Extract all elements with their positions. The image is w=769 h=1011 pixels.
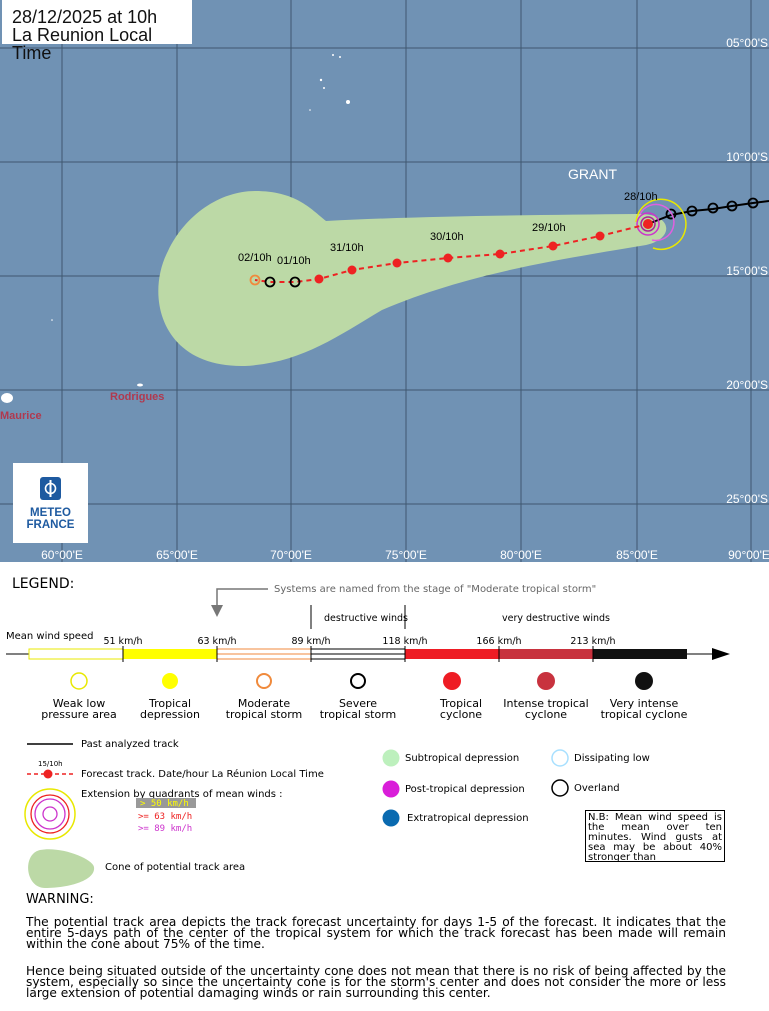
lat-label: 10°00'S: [726, 150, 768, 164]
storm-name: GRANT: [568, 166, 617, 182]
meteo-france-logo: METEO FRANCE: [13, 463, 88, 543]
warning-paragraph-1: The potential track area depicts the tra…: [26, 915, 726, 951]
extratropical-icon: [382, 809, 400, 827]
tropical-cyclone-icon: [443, 672, 461, 690]
ext-89-label: >= 89 km/h: [138, 824, 192, 834]
intense-cyclone-icon: [537, 672, 555, 690]
subtropical-label: Subtropical depression: [405, 753, 519, 764]
forecast-label: 28/10h: [624, 191, 658, 203]
moderate-storm-icon: [256, 673, 272, 689]
forecast-label: 31/10h: [330, 242, 364, 254]
logo-icon: METEO FRANCE: [27, 477, 75, 531]
wind-scale-bar: [6, 646, 730, 662]
category-label: Severe tropical storm: [319, 697, 397, 721]
place-rodrigues: Rodrigues: [110, 391, 164, 403]
extension-label: Extension by quadrants of mean winds :: [81, 789, 283, 800]
post-tropical-label: Post-tropical depression: [405, 784, 525, 795]
category-label: Very intense tropical cyclone: [600, 697, 688, 721]
lon-label: 90°00'E: [728, 548, 769, 562]
ext-63-label: >= 63 km/h: [138, 812, 192, 822]
logo-line2: FRANCE: [27, 519, 75, 531]
overland-label: Overland: [574, 783, 620, 794]
tropical-depression-icon: [162, 673, 178, 689]
uncertainty-cone: [158, 191, 667, 367]
legend-graphics: Systems are named from the stage of "Mod…: [6, 584, 730, 888]
forecast-track-label: Forecast track. Date/hour La Réunion Loc…: [81, 768, 324, 780]
category-label: Tropical depression: [139, 697, 200, 721]
destructive-label: destructive winds: [324, 613, 408, 624]
severe-storm-icon: [350, 673, 366, 689]
extratropical-label: Extratropical depression: [407, 813, 529, 824]
mean-wind-label: Mean wind speed: [6, 631, 93, 642]
lon-label: 65°00'E: [156, 548, 198, 562]
lat-label: 05°00'S: [726, 36, 768, 50]
lat-label: 20°00'S: [726, 378, 768, 392]
category-label: Moderate tropical storm: [225, 697, 303, 721]
warning-title: WARNING:: [26, 892, 94, 907]
post-tropical-icon: [382, 780, 400, 798]
extension-icon: [24, 788, 76, 840]
past-analyzed-track: [647, 197, 769, 225]
forecast-label: 01/10h: [277, 255, 311, 267]
ext-50-label: > 50 km/h: [140, 799, 189, 809]
threshold-label: 63 km/h: [197, 636, 236, 647]
lon-label: 80°00'E: [500, 548, 542, 562]
lon-label: 75°00'E: [385, 548, 427, 562]
forecast-label: 30/10h: [430, 231, 464, 243]
lat-label: 15°00'S: [726, 264, 768, 278]
cone-icon: [28, 849, 95, 888]
place-maurice: Maurice: [0, 410, 42, 422]
overland-icon: [551, 779, 569, 797]
category-label: Tropical cyclone: [439, 697, 483, 721]
title-date: 28/12/2025 at 10h: [12, 7, 158, 27]
forecast-label: 02/10h: [238, 252, 272, 264]
weak-low-icon: [70, 672, 88, 690]
naming-note: Systems are named from the stage of "Mod…: [274, 584, 596, 595]
threshold-label: 118 km/h: [382, 636, 427, 647]
sample-date: 15/10h: [38, 760, 63, 768]
cyclone-track-map: 60°00'E 65°00'E 70°00'E 75°00'E 80°00'E …: [0, 0, 769, 562]
warning-paragraph-2: Hence being situated outside of the unce…: [26, 964, 726, 1000]
logo-line1: METEO: [30, 507, 71, 519]
wind-extension-current: [635, 198, 687, 251]
legend-panel: LEGEND: Systems are named from the stage…: [0, 562, 769, 1011]
lon-label: 70°00'E: [270, 548, 312, 562]
dissipating-icon: [551, 749, 569, 767]
lon-label: 85°00'E: [616, 548, 658, 562]
lon-label: 60°00'E: [41, 548, 83, 562]
forecast-label: 29/10h: [532, 222, 566, 234]
cone-label: Cone of potential track area: [105, 862, 245, 873]
lat-label: 25°00'S: [726, 492, 768, 506]
threshold-label: 89 km/h: [291, 636, 330, 647]
category-symbols: [70, 672, 653, 690]
category-label: Intense tropical cyclone: [503, 697, 589, 721]
threshold-label: 166 km/h: [476, 636, 521, 647]
subtropical-icon: [382, 749, 400, 767]
very-intense-cyclone-icon: [635, 672, 653, 690]
category-label: Weak low pressure area: [41, 697, 117, 721]
past-track-label: Past analyzed track: [81, 739, 179, 750]
forecast-points: [249, 219, 653, 288]
legend-title: LEGEND:: [12, 576, 75, 592]
islands: [1, 54, 350, 403]
title-box: 28/12/2025 at 10h La Reunion Local Time: [2, 0, 192, 62]
very-destructive-label: very destructive winds: [502, 613, 610, 624]
dissipating-label: Dissipating low: [574, 753, 650, 764]
threshold-label: 213 km/h: [570, 636, 615, 647]
threshold-label: 51 km/h: [103, 636, 142, 647]
nb-note: N.B: Mean wind speed is the mean over te…: [585, 810, 725, 862]
title-timezone: La Reunion Local Time: [12, 25, 153, 63]
